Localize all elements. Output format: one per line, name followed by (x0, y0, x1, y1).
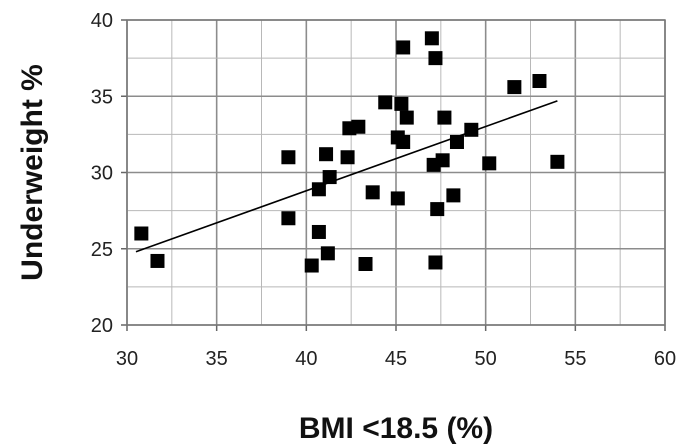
data-point (437, 110, 452, 125)
x-tick-labels: 30 35 40 45 50 55 60 (116, 348, 676, 370)
x-tick-label: 40 (295, 348, 317, 370)
data-point (365, 185, 380, 200)
y-tick-label: 35 (91, 86, 113, 108)
data-point (464, 122, 479, 137)
data-point (396, 40, 411, 55)
x-tick-label: 45 (385, 348, 407, 370)
data-point (320, 246, 335, 261)
data-point (322, 170, 337, 185)
data-point (532, 74, 547, 88)
data-point (150, 253, 165, 268)
x-tick-label: 30 (116, 348, 138, 370)
data-point (507, 80, 522, 95)
data-point (446, 188, 461, 203)
x-axis-title: BMI <18.5 (%) (299, 412, 493, 445)
data-point (399, 110, 414, 125)
data-point (482, 156, 497, 171)
data-point (394, 96, 409, 111)
data-points (134, 31, 565, 273)
data-point (435, 153, 450, 168)
plot-area (126, 19, 666, 326)
y-tick-label: 25 (91, 239, 113, 261)
data-point (550, 154, 565, 169)
data-point (281, 211, 296, 226)
trendline-segment (135, 100, 558, 253)
data-point (311, 182, 326, 197)
data-point (378, 95, 393, 110)
data-point (311, 224, 326, 239)
x-tick-label: 35 (206, 348, 228, 370)
x-tick-label: 60 (654, 348, 676, 370)
trendline (135, 100, 558, 253)
data-point (390, 191, 405, 206)
data-point (424, 31, 439, 46)
y-axis-title: Underweight % (16, 64, 49, 281)
data-point (428, 51, 443, 66)
x-tick-label: 55 (564, 348, 586, 370)
gridlines (121, 19, 666, 331)
data-point (304, 258, 319, 273)
data-point (428, 255, 443, 270)
data-point (396, 135, 411, 149)
x-tick-label: 50 (475, 348, 497, 370)
data-point (449, 135, 464, 149)
data-point (281, 150, 296, 165)
y-tick-label: 40 (91, 10, 113, 32)
y-tick-label: 30 (91, 163, 113, 185)
data-point (319, 147, 334, 162)
data-point (134, 226, 149, 241)
data-point (340, 150, 355, 165)
y-tick-label: 20 (91, 315, 113, 337)
y-tick-labels: 20 25 30 35 40 (91, 10, 113, 337)
data-point (430, 202, 445, 217)
data-point (358, 257, 373, 271)
data-point (351, 119, 366, 134)
